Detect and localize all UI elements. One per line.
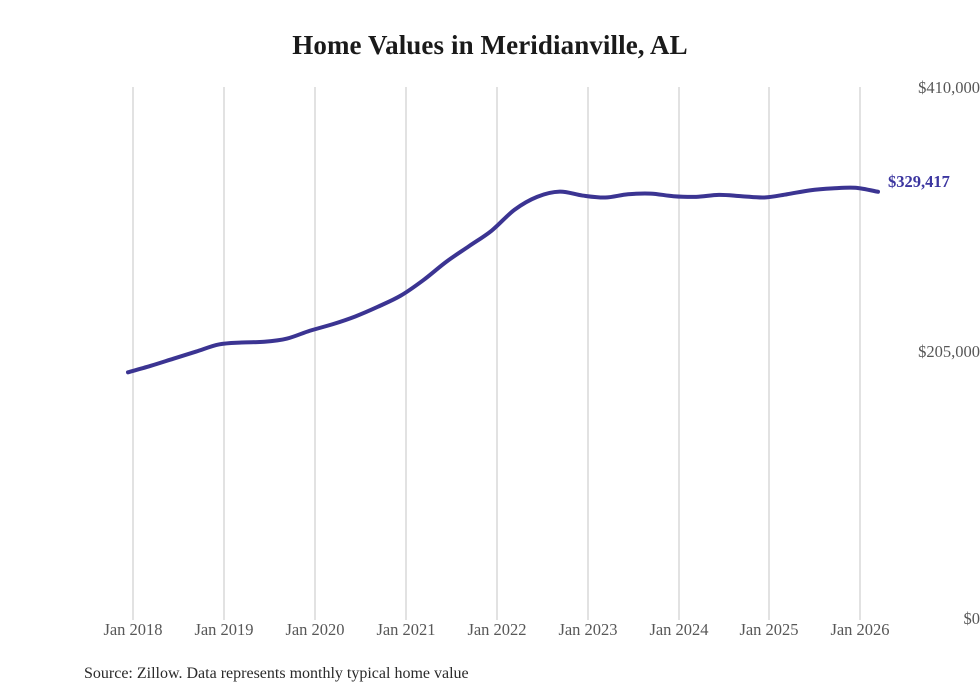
- x-axis-tick-jan-2023: Jan 2023: [558, 620, 618, 639]
- y-axis-tick-205000: $205,000: [918, 342, 980, 361]
- x-axis-tick-jan-2018: Jan 2018: [103, 620, 163, 639]
- x-axis-tick-jan-2026: Jan 2026: [830, 620, 890, 639]
- data-line-typical-home-value: [126, 185, 880, 375]
- page-title: Home Values in Meridianville, AL: [292, 30, 688, 60]
- end-point-value-label: $329,417: [888, 172, 950, 191]
- x-axis-tick-jan-2021: Jan 2021: [376, 620, 436, 639]
- x-axis-tick-jan-2019: Jan 2019: [194, 620, 254, 639]
- y-axis-tick-0: $0: [963, 609, 980, 628]
- x-axis-tick-jan-2024: Jan 2024: [649, 620, 709, 639]
- chart-source-caption: Source: Zillow. Data represents monthly …: [84, 665, 469, 682]
- x-axis-tick-jan-2025: Jan 2025: [739, 620, 799, 639]
- x-axis-tick-jan-2020: Jan 2020: [285, 620, 345, 639]
- y-axis-tick-410000: $410,000: [918, 78, 980, 97]
- gridlines: [132, 87, 861, 620]
- x-axis-tick-jan-2022: Jan 2022: [467, 620, 527, 639]
